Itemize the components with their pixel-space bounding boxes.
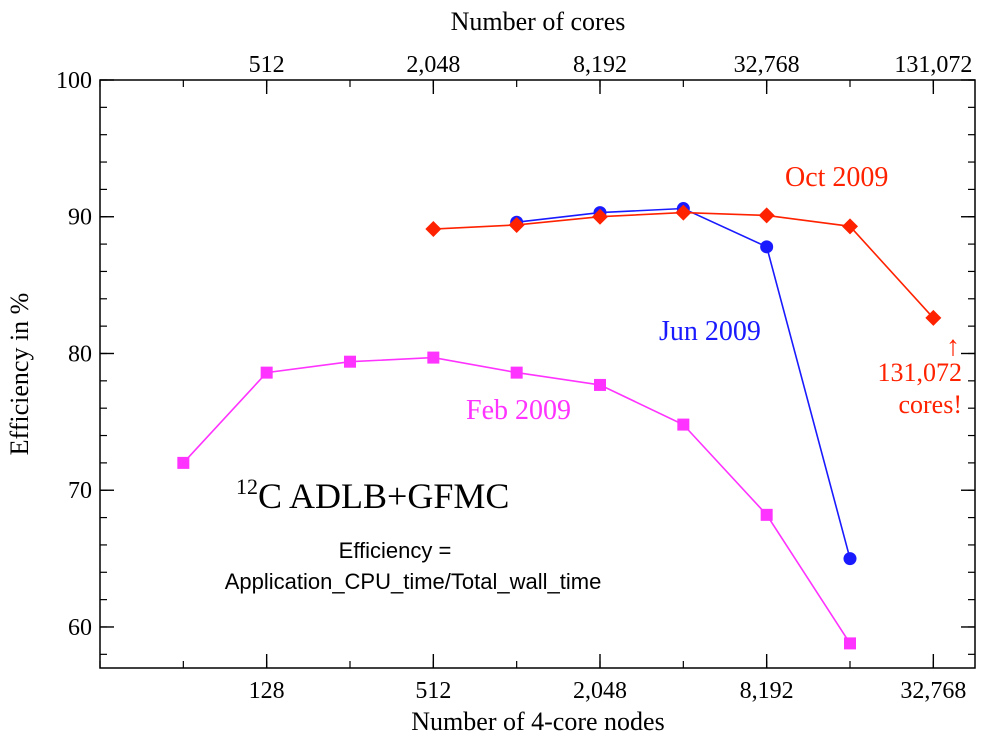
y-tick-label: 80	[68, 341, 92, 367]
series-label-oct: Oct 2009	[785, 162, 888, 193]
x2-axis-label: Number of cores	[451, 7, 626, 36]
x-tick-label: 512	[415, 678, 451, 704]
data-point-feb-2009	[427, 351, 440, 364]
data-point-oct-2009	[925, 309, 942, 326]
x-tick-label: 8,192	[740, 678, 794, 704]
x2-tick-label: 8,192	[573, 52, 627, 78]
formula-line-2: Application_CPU_time/Total_wall_time	[225, 569, 602, 594]
annotation-cores-count: 131,072	[878, 358, 963, 387]
major-ticks	[100, 79, 975, 668]
annotation-arrow: ↑	[946, 331, 960, 362]
data-point-feb-2009	[593, 378, 606, 391]
data-point-feb-2009	[510, 366, 523, 379]
data-point-oct-2009	[758, 207, 775, 224]
series-feb-2009	[177, 351, 856, 650]
y-tick-label: 60	[68, 615, 92, 641]
y-tick-label: 100	[56, 68, 92, 94]
data-point-feb-2009	[843, 637, 856, 650]
data-point-oct-2009	[508, 216, 525, 233]
series-label-jun: Jun 2009	[659, 316, 761, 347]
data-point-feb-2009	[260, 366, 273, 379]
x2-tick-label: 2,048	[406, 52, 460, 78]
plot-frame	[99, 79, 976, 669]
data-point-feb-2009	[343, 355, 356, 368]
y-axis-label: Efficiency in %	[5, 293, 34, 456]
annotation-cores-word: cores!	[898, 390, 962, 419]
tick-labels: 128 512 2,048 8,192 32,768 512 2,048 8,192 32,76…	[56, 52, 972, 704]
x-tick-label: 128	[249, 678, 285, 704]
series-oct-2009	[425, 204, 942, 326]
x-tick-label: 2,048	[573, 678, 627, 704]
data-point-oct-2009	[675, 204, 692, 221]
data-point-oct-2009	[591, 208, 608, 225]
title-superscript: 12	[236, 474, 258, 499]
data-point-oct-2009	[425, 221, 442, 238]
series-line-oct-2009	[433, 211, 934, 319]
data-point-jun-2009	[760, 240, 774, 254]
data-point-feb-2009	[677, 418, 690, 431]
series-label-feb: Feb 2009	[466, 395, 571, 426]
x-tick-label: 32,768	[900, 678, 966, 704]
series-layer	[177, 202, 942, 650]
series-jun-2009	[510, 202, 857, 566]
y-tick-label: 90	[68, 205, 92, 231]
data-point-feb-2009	[177, 456, 190, 469]
x2-tick-label: 131,072	[894, 52, 972, 78]
data-point-feb-2009	[760, 508, 773, 521]
y-tick-label: 70	[68, 478, 92, 504]
series-line-jun-2009	[516, 207, 851, 559]
chart-title: 12C ADLB+GFMC	[236, 474, 509, 516]
x-axis-label: Number of 4-core nodes	[411, 707, 664, 736]
x2-tick-label: 32,768	[734, 52, 800, 78]
data-point-oct-2009	[841, 218, 858, 235]
formula-line-1: Efficiency =	[339, 538, 452, 563]
data-point-jun-2009	[843, 552, 857, 566]
title-main: C ADLB+GFMC	[258, 476, 509, 516]
x2-tick-label: 512	[249, 52, 285, 78]
